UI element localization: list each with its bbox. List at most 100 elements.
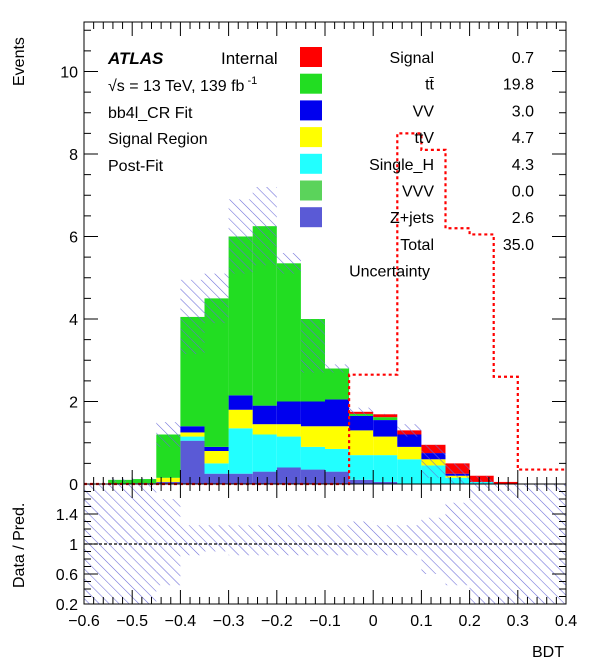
x-tick-label: 0.3 bbox=[507, 613, 529, 630]
legend-swatch-ttv bbox=[300, 127, 322, 148]
legend-label-z-jets: Z+jets bbox=[390, 210, 434, 227]
unc-bin-8 bbox=[276, 253, 301, 274]
x-tick-label: −0.6 bbox=[68, 613, 100, 630]
bar-ttv-3 bbox=[156, 477, 181, 482]
unc-bin-11 bbox=[349, 407, 374, 416]
legend-value-z-jets: 2.6 bbox=[512, 210, 534, 227]
bar-ttv-11 bbox=[349, 430, 374, 456]
bar-z-jets-11 bbox=[349, 479, 374, 484]
bar-vv-5 bbox=[204, 446, 229, 451]
bar-single-h-9 bbox=[300, 446, 325, 470]
y-tick-label: 2 bbox=[69, 395, 78, 412]
bar-ttv-8 bbox=[276, 424, 301, 437]
bar-vv-12 bbox=[373, 420, 398, 437]
legend-label-tt-: tt̄ bbox=[425, 77, 434, 94]
bar-single-h-4 bbox=[180, 436, 205, 441]
x-tick-label: −0.2 bbox=[261, 613, 293, 630]
legend-value-vvv: 0.0 bbox=[512, 184, 534, 201]
legend-swatch-vv bbox=[300, 100, 322, 121]
bar-signal-12 bbox=[373, 414, 398, 418]
bar-ttv-9 bbox=[300, 426, 325, 447]
bar-signal-17 bbox=[493, 481, 518, 484]
legend-swatch-z-jets bbox=[300, 207, 322, 228]
bar-ttv-7 bbox=[252, 424, 277, 435]
bar-single-h-7 bbox=[252, 434, 277, 472]
ratio-unc-bin-4 bbox=[180, 525, 205, 556]
fit-label: bb4l_CR Fit bbox=[108, 105, 193, 122]
bar-vv-10 bbox=[325, 399, 350, 427]
bar-tt--2 bbox=[132, 479, 157, 484]
bar-ttv-6 bbox=[228, 409, 253, 429]
bar-z-jets-10 bbox=[325, 471, 350, 484]
legend-label-vv: VV bbox=[413, 103, 435, 120]
bar-z-jets-7 bbox=[252, 471, 277, 484]
bar-z-jets-6 bbox=[228, 473, 253, 484]
ratio-unc-bin-10 bbox=[325, 525, 350, 556]
unc-bin-14 bbox=[421, 444, 446, 478]
bar-vv-4 bbox=[180, 426, 205, 433]
bar-vv-13 bbox=[397, 434, 422, 447]
x-tick-label: −0.1 bbox=[309, 613, 341, 630]
stage-label: Post-Fit bbox=[108, 158, 164, 175]
unc-bin-9 bbox=[300, 319, 325, 373]
bar-tt--12 bbox=[373, 417, 398, 421]
legend-value-single-h: 4.3 bbox=[512, 157, 534, 174]
ratio-unc-bin-13 bbox=[397, 525, 422, 556]
ratio-unc-bin-9 bbox=[300, 525, 325, 556]
x-tick-label: −0.3 bbox=[213, 613, 245, 630]
bar-single-h-8 bbox=[276, 436, 301, 468]
y-tick-label: 10 bbox=[60, 65, 78, 82]
unc-bin-16 bbox=[469, 475, 494, 484]
y-tick-label: 4 bbox=[69, 312, 78, 329]
y-tick-label: 0 bbox=[69, 477, 78, 494]
ratio-y-tick-label: 1 bbox=[69, 537, 78, 554]
bar-single-h-6 bbox=[228, 428, 253, 474]
legend-swatch-signal bbox=[300, 47, 322, 67]
legend-value-ttv: 4.7 bbox=[512, 130, 534, 147]
unc-bin-1 bbox=[108, 477, 133, 482]
bar-tt--10 bbox=[325, 368, 350, 400]
x-tick-label: 0 bbox=[369, 613, 378, 630]
unc-bin-2 bbox=[132, 477, 157, 481]
ratio-axes: −0.6 −0.5 −0.4 −0.3 −0.2 −0.1 0 0.1 0.2 0.3 0.4 0.2… bbox=[56, 483, 577, 630]
ratio-unc-bin-8 bbox=[276, 525, 301, 556]
unc-bin-3 bbox=[156, 422, 181, 447]
ratio-unc-bin-5 bbox=[204, 525, 229, 552]
unc-bin-10 bbox=[325, 364, 350, 373]
bar-ttv-10 bbox=[325, 426, 350, 449]
ratio-unc-bin-3 bbox=[156, 499, 181, 586]
legend-swatch-vvv bbox=[300, 180, 322, 201]
legend-uncertainty-label: Uncertainty bbox=[349, 264, 430, 281]
x-axis-label: BDT bbox=[532, 644, 564, 661]
bar-single-h-10 bbox=[325, 448, 350, 472]
unc-bin-12 bbox=[373, 413, 398, 415]
bar-single-h-11 bbox=[349, 455, 374, 480]
legend-value-signal: 0.7 bbox=[512, 50, 534, 67]
unc-bin-6 bbox=[228, 199, 253, 274]
uncertainty-band bbox=[108, 187, 494, 484]
bar-ttv-12 bbox=[373, 436, 398, 456]
bar-ttv-5 bbox=[204, 451, 229, 464]
ratio-unc-bin-6 bbox=[228, 525, 253, 556]
legend-swatch-tt- bbox=[300, 73, 322, 94]
legend-value-tt-: 19.8 bbox=[503, 77, 534, 94]
y-axis-label: Events bbox=[11, 37, 28, 86]
legend-value-vv: 3.0 bbox=[512, 103, 534, 120]
x-tick-label: 0.1 bbox=[410, 613, 432, 630]
y-tick-label: 8 bbox=[69, 147, 78, 164]
ratio-unc-bin-11 bbox=[349, 521, 374, 556]
x-tick-label: 0.2 bbox=[458, 613, 480, 630]
x-tick-label: −0.4 bbox=[165, 613, 197, 630]
bar-z-jets-9 bbox=[300, 469, 325, 484]
unc-bin-15 bbox=[445, 463, 470, 484]
legend: Signal 0.7 tt̄ 19.8 VV 3.0 ttV 4.7 Single_H 4.3 VV… bbox=[300, 47, 534, 281]
bar-ttv-4 bbox=[180, 432, 205, 437]
unc-bin-4 bbox=[180, 279, 205, 355]
legend-label-single-h: Single_H bbox=[369, 157, 434, 174]
bar-vv-8 bbox=[276, 401, 301, 425]
legend-label-vvv: VVV bbox=[402, 184, 434, 201]
bar-z-jets-12 bbox=[373, 481, 398, 484]
main-axes: 0 2 4 6 8 10 bbox=[60, 21, 567, 494]
y-tick-label: 6 bbox=[69, 230, 78, 247]
